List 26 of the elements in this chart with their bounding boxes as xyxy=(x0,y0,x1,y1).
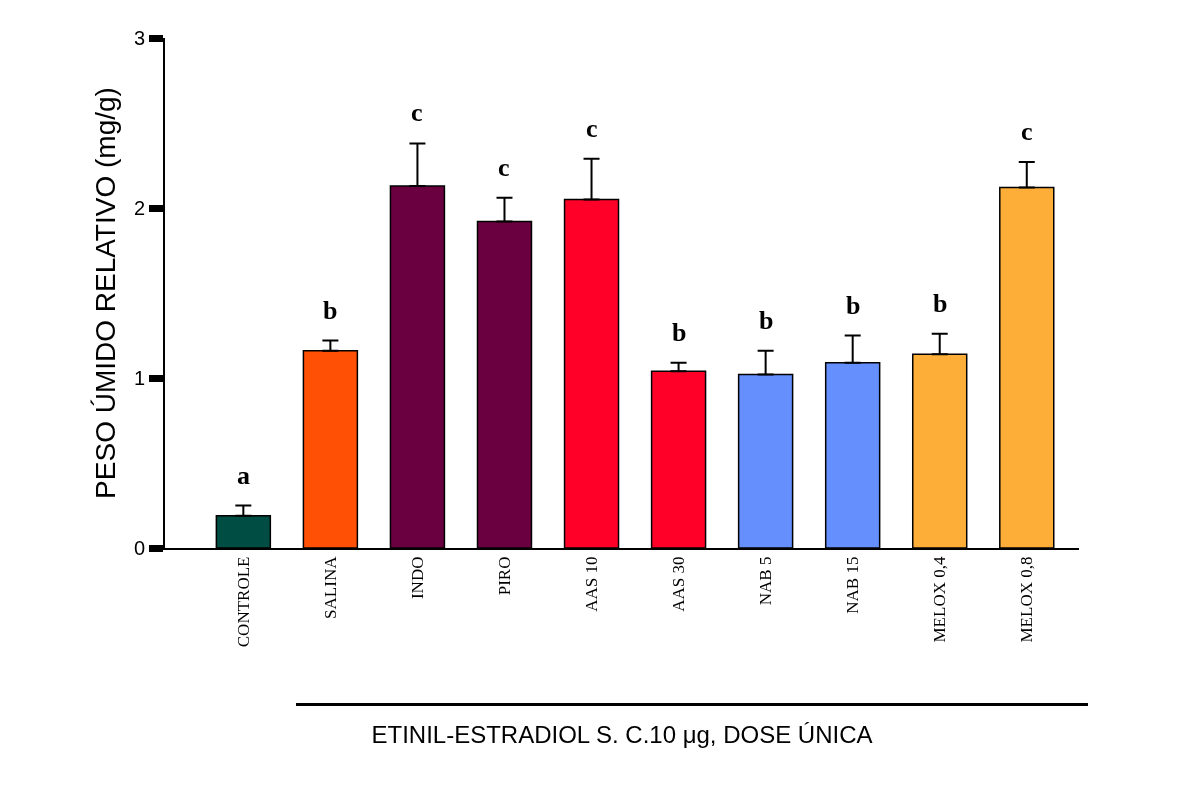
x-tick-label: NAB 15 xyxy=(843,556,863,614)
annotation: b xyxy=(933,289,948,318)
annotation: b xyxy=(759,306,774,335)
x-tick-label: MELOX 0,4 xyxy=(930,556,950,643)
y-tick-label: 3 xyxy=(133,27,145,49)
x-tick-label: AAS 30 xyxy=(669,556,689,612)
x-tick-label: INDO xyxy=(407,556,427,600)
annotation: c xyxy=(1021,117,1033,146)
x-axis-title: ETINIL-ESTRADIOL S. C.10 μg, DOSE ÚNICA xyxy=(371,721,873,749)
y-axis-title: PESO ÚMIDO RELATIVO (mg/g) xyxy=(90,87,122,499)
annotation: a xyxy=(237,461,250,490)
x-tick-label: CONTROLE xyxy=(233,556,253,648)
x-tick-label: SALINA xyxy=(320,555,340,619)
annotation: b xyxy=(846,291,861,320)
annotation: c xyxy=(411,98,423,127)
y-tick-label: 1 xyxy=(133,367,145,389)
annotation: c xyxy=(586,114,598,143)
x-tick-label: MELOX 0,8 xyxy=(1017,556,1037,643)
y-tick-label: 2 xyxy=(133,197,145,219)
y-tick-label: 0 xyxy=(133,537,145,559)
annotation: b xyxy=(672,318,687,347)
x-tick-label: AAS 10 xyxy=(582,556,602,612)
annotation: b xyxy=(323,296,338,325)
x-tick-label: NAB 5 xyxy=(756,556,776,606)
x-tick-label: PIRO xyxy=(495,556,515,596)
annotation: c xyxy=(498,153,510,182)
